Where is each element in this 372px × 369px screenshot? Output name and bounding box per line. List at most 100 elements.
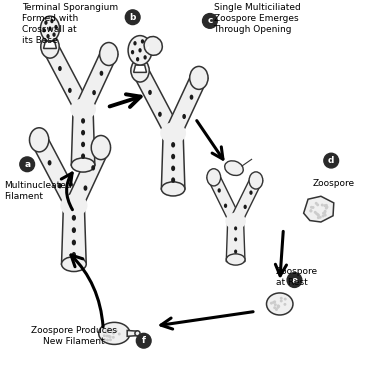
Ellipse shape bbox=[171, 177, 175, 183]
Polygon shape bbox=[304, 196, 334, 222]
Polygon shape bbox=[74, 54, 118, 109]
Ellipse shape bbox=[81, 118, 85, 124]
Circle shape bbox=[287, 273, 302, 287]
Ellipse shape bbox=[133, 41, 137, 45]
Ellipse shape bbox=[91, 165, 95, 170]
Circle shape bbox=[273, 306, 276, 309]
Ellipse shape bbox=[218, 188, 221, 193]
Polygon shape bbox=[226, 221, 245, 262]
Text: f: f bbox=[142, 336, 146, 345]
Polygon shape bbox=[134, 65, 147, 72]
Ellipse shape bbox=[44, 20, 48, 25]
Ellipse shape bbox=[92, 90, 96, 95]
Text: b: b bbox=[129, 13, 136, 22]
Ellipse shape bbox=[141, 39, 144, 44]
Ellipse shape bbox=[144, 37, 162, 55]
Ellipse shape bbox=[72, 252, 76, 258]
Ellipse shape bbox=[131, 50, 134, 54]
Polygon shape bbox=[207, 177, 242, 221]
Ellipse shape bbox=[81, 154, 85, 159]
Polygon shape bbox=[161, 133, 185, 189]
Ellipse shape bbox=[100, 42, 118, 65]
Ellipse shape bbox=[207, 169, 221, 186]
Ellipse shape bbox=[146, 46, 149, 51]
Ellipse shape bbox=[161, 182, 185, 196]
Text: a: a bbox=[24, 160, 30, 169]
Ellipse shape bbox=[171, 142, 175, 148]
Circle shape bbox=[280, 297, 283, 300]
Ellipse shape bbox=[225, 213, 246, 230]
Ellipse shape bbox=[72, 227, 76, 233]
Ellipse shape bbox=[144, 55, 147, 59]
Polygon shape bbox=[64, 148, 110, 206]
Ellipse shape bbox=[234, 237, 237, 241]
Circle shape bbox=[322, 212, 325, 215]
Ellipse shape bbox=[190, 94, 193, 100]
Circle shape bbox=[284, 297, 287, 300]
Ellipse shape bbox=[148, 90, 152, 95]
Ellipse shape bbox=[160, 123, 186, 144]
Circle shape bbox=[277, 305, 280, 308]
Circle shape bbox=[317, 214, 320, 217]
Circle shape bbox=[283, 303, 286, 306]
Circle shape bbox=[272, 301, 275, 304]
Ellipse shape bbox=[226, 254, 245, 265]
Ellipse shape bbox=[61, 257, 86, 272]
Ellipse shape bbox=[249, 172, 263, 189]
Circle shape bbox=[112, 332, 115, 335]
Circle shape bbox=[316, 203, 319, 206]
Circle shape bbox=[276, 306, 279, 309]
Circle shape bbox=[324, 214, 327, 217]
Text: Single Multiciliated
Zoospore Emerges
Through Opening: Single Multiciliated Zoospore Emerges Th… bbox=[214, 3, 300, 34]
Circle shape bbox=[270, 302, 273, 305]
Circle shape bbox=[105, 331, 108, 334]
Polygon shape bbox=[41, 46, 92, 109]
Text: Zoospore: Zoospore bbox=[313, 179, 355, 188]
Text: Terminal Sporangium
Formed with
Crosswall at
its Base: Terminal Sporangium Formed with Crosswal… bbox=[22, 3, 119, 45]
Ellipse shape bbox=[52, 32, 56, 37]
Circle shape bbox=[319, 216, 322, 219]
Ellipse shape bbox=[135, 331, 140, 336]
Circle shape bbox=[310, 206, 313, 209]
Polygon shape bbox=[164, 78, 208, 133]
Circle shape bbox=[108, 335, 110, 338]
Ellipse shape bbox=[266, 293, 293, 315]
Circle shape bbox=[325, 204, 328, 207]
Ellipse shape bbox=[234, 226, 237, 230]
Ellipse shape bbox=[128, 36, 152, 65]
Circle shape bbox=[316, 213, 319, 216]
Circle shape bbox=[20, 157, 35, 172]
Circle shape bbox=[277, 304, 280, 307]
Text: Multinucleated
Filament: Multinucleated Filament bbox=[4, 181, 72, 201]
Circle shape bbox=[273, 300, 276, 303]
Ellipse shape bbox=[71, 158, 95, 172]
Text: c: c bbox=[207, 16, 212, 25]
Circle shape bbox=[105, 329, 108, 332]
Ellipse shape bbox=[158, 112, 162, 117]
Ellipse shape bbox=[41, 35, 59, 58]
Polygon shape bbox=[29, 140, 83, 206]
Circle shape bbox=[317, 216, 320, 219]
Circle shape bbox=[112, 336, 115, 339]
Ellipse shape bbox=[72, 215, 76, 221]
Circle shape bbox=[315, 212, 318, 215]
Ellipse shape bbox=[182, 114, 186, 119]
Circle shape bbox=[137, 333, 151, 348]
Circle shape bbox=[323, 204, 326, 207]
Circle shape bbox=[107, 327, 110, 330]
Ellipse shape bbox=[50, 19, 54, 23]
Circle shape bbox=[274, 303, 277, 306]
Ellipse shape bbox=[234, 249, 237, 254]
Circle shape bbox=[280, 300, 283, 303]
Circle shape bbox=[310, 210, 312, 213]
Circle shape bbox=[103, 338, 106, 341]
Ellipse shape bbox=[83, 185, 87, 191]
Circle shape bbox=[310, 209, 312, 212]
Polygon shape bbox=[127, 331, 138, 336]
Ellipse shape bbox=[29, 128, 49, 152]
Polygon shape bbox=[131, 70, 182, 133]
Ellipse shape bbox=[81, 130, 85, 135]
Ellipse shape bbox=[131, 59, 149, 82]
Circle shape bbox=[325, 207, 328, 210]
Polygon shape bbox=[44, 41, 57, 48]
